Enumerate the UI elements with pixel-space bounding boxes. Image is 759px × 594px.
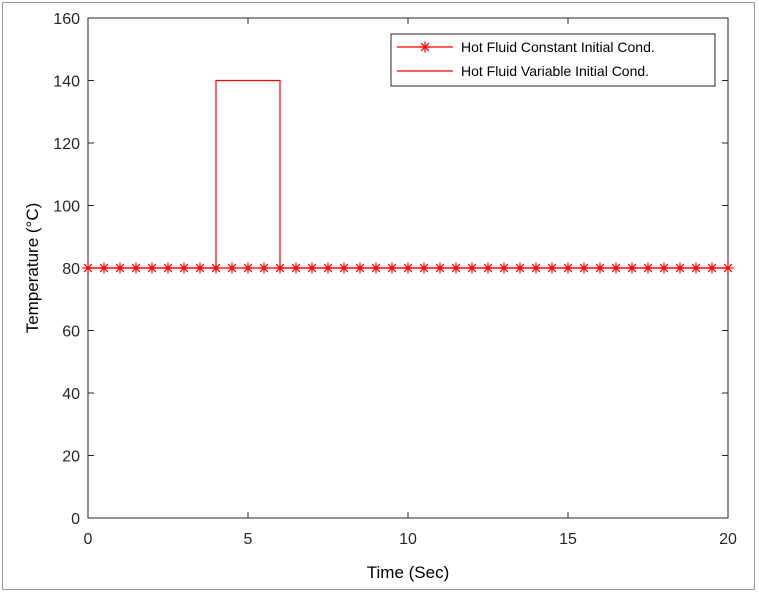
x-axis-label: Time (Sec) bbox=[367, 563, 450, 582]
x-tick-label: 15 bbox=[559, 531, 577, 548]
data-point-marker bbox=[226, 262, 238, 274]
y-axis-label: Temperature (°C) bbox=[23, 203, 42, 334]
legend-label-variable: Hot Fluid Variable Initial Cond. bbox=[461, 63, 649, 79]
x-axis-ticks: 0 5 10 15 20 bbox=[84, 18, 737, 548]
x-tick-label: 20 bbox=[719, 531, 737, 548]
legend-box bbox=[390, 33, 716, 87]
y-tick-label: 140 bbox=[53, 74, 80, 91]
y-tick-label: 20 bbox=[62, 449, 80, 466]
x-tick-label: 5 bbox=[244, 531, 253, 548]
series-layer bbox=[82, 79, 734, 274]
data-point-marker bbox=[258, 262, 270, 274]
legend: Hot Fluid Constant Initial Cond. Hot Flu… bbox=[390, 33, 716, 87]
y-tick-label: 160 bbox=[53, 11, 80, 28]
y-tick-label: 120 bbox=[53, 136, 80, 153]
legend-asterisk bbox=[419, 41, 431, 53]
series-line-1 bbox=[88, 79, 728, 269]
x-tick-label: 10 bbox=[399, 531, 417, 548]
x-tick-label: 0 bbox=[84, 531, 93, 548]
y-tick-label: 100 bbox=[53, 199, 80, 216]
data-point-marker bbox=[242, 262, 254, 274]
legend-label-constant: Hot Fluid Constant Initial Cond. bbox=[461, 39, 655, 55]
y-tick-label: 0 bbox=[71, 511, 80, 528]
y-tick-label: 80 bbox=[62, 261, 80, 278]
y-axis-ticks: 0 20 40 60 80 100 120 140 160 bbox=[53, 11, 728, 528]
y-tick-label: 60 bbox=[62, 324, 80, 341]
y-tick-label: 40 bbox=[62, 386, 80, 403]
legend-marker-constant bbox=[419, 41, 431, 53]
